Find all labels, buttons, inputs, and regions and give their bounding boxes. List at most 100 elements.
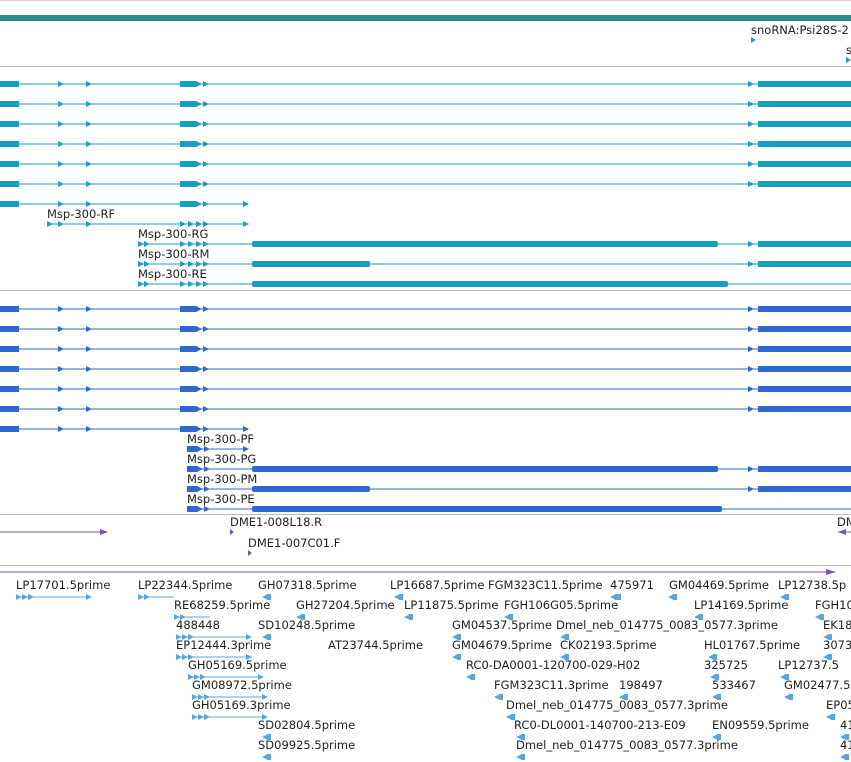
est-feature[interactable]: 198497 [619, 678, 663, 700]
est-feature[interactable]: Dmel_neb_014775_0083_0577.3prime [556, 618, 778, 640]
est-feature[interactable]: GH07318.5prime [258, 578, 357, 600]
exon-marker [748, 466, 754, 472]
est-feature[interactable]: RE68259.5prime [174, 598, 270, 620]
est-arrow [780, 674, 786, 680]
est-feature[interactable]: GM04679.5prime [452, 638, 552, 660]
transcript-row[interactable] [0, 101, 851, 107]
protein-row[interactable]: Msp-300-PM [187, 472, 851, 492]
est-feature[interactable]: 41 [840, 738, 851, 760]
est-feature[interactable]: GH27204.5prime [296, 598, 395, 620]
est-feature[interactable]: FGM323C11.5prime [488, 578, 619, 600]
transcript-track-protein: Msp-300-PF Msp-300-PG Msp-300-PM Msp-300-PE [0, 306, 851, 512]
exon-marker [86, 326, 92, 332]
protein-row[interactable] [0, 366, 851, 372]
exon-marker [86, 161, 92, 167]
est-feature[interactable]: 41 [840, 718, 851, 740]
est-feature[interactable]: LP12737.5 [778, 658, 839, 680]
exon-block [0, 141, 19, 147]
est-feature[interactable]: 3073 [823, 638, 851, 660]
est-arrow [262, 634, 268, 640]
est-feature[interactable]: FGM323C11.3prime [494, 678, 609, 700]
transcript-row[interactable]: Msp-300-RF [47, 207, 249, 227]
transcript-row[interactable] [0, 181, 851, 187]
est-feature[interactable]: EP05 [826, 698, 851, 720]
exon-block [187, 466, 197, 472]
est-feature[interactable]: GM04469.5prime [668, 578, 769, 600]
est-feature[interactable]: 533467 [712, 678, 756, 700]
est-label: 475971 [610, 578, 654, 592]
est-label: EK18 [823, 618, 851, 632]
est-arrow [826, 714, 832, 720]
est-feature[interactable]: AT23744.5prime [328, 638, 423, 652]
est-feature[interactable]: EN09559.5prime [712, 718, 809, 740]
est-arrow [404, 614, 410, 620]
transcript-row[interactable] [0, 161, 851, 167]
protein-row[interactable] [0, 326, 851, 332]
est-feature[interactable]: LP11875.5prime [404, 598, 498, 620]
est-feature[interactable]: LP14169.5prime [694, 598, 788, 620]
est-label: FGM323C11.3prime [494, 678, 609, 692]
est-feature[interactable]: GH05169.5prime [188, 658, 287, 680]
protein-row[interactable] [0, 386, 851, 392]
protein-row[interactable]: Msp-300-PF [187, 432, 254, 452]
est-feature[interactable]: LP22344.5prime [138, 578, 232, 600]
transcript-row[interactable]: Msp-300-RM [138, 247, 851, 267]
transcript-row[interactable] [0, 81, 851, 87]
exon-block [180, 181, 196, 187]
est-feature[interactable]: HL01767.5prime [704, 638, 800, 660]
protein-row[interactable] [0, 346, 851, 352]
protein-row[interactable] [0, 406, 851, 412]
est-track: LP17701.5prime LP22344.5prime GH07318.5pri… [16, 578, 851, 760]
est-feature[interactable]: SD09925.5prime [258, 738, 355, 760]
est-label: GM08972.5prime [192, 678, 292, 692]
est-feature[interactable]: SD10248.5prime [258, 618, 355, 640]
est-feature[interactable]: Dmel_neb_014775_0083_0577.3prime [516, 738, 738, 760]
transcript-row[interactable] [0, 141, 851, 147]
est-feature[interactable]: CK02193.5prime [560, 638, 657, 660]
est-feature[interactable]: EP12444.3prime [176, 638, 271, 660]
protein-row[interactable] [0, 426, 249, 432]
est-feature[interactable]: 325725 [704, 658, 748, 680]
exon-marker [748, 241, 754, 247]
exon-block [0, 81, 19, 87]
exon-marker [203, 161, 209, 167]
est-feature[interactable]: EK18 [823, 618, 851, 640]
exon-marker [86, 406, 92, 412]
est-arrow [712, 694, 718, 700]
transcript-row[interactable]: Msp-300-RG [138, 227, 851, 247]
snorna-feature[interactable] [846, 57, 851, 63]
est-feature[interactable]: 488448 [176, 618, 252, 640]
est-feature[interactable]: GM02477.5 [784, 678, 850, 700]
exon-marker [180, 241, 186, 247]
est-label: RC0-DL0001-140700-213-E09 [514, 718, 686, 732]
transcript-row[interactable] [0, 121, 851, 127]
est-feature[interactable]: 475971 [610, 578, 654, 600]
est-arrow [840, 734, 846, 740]
est-feature[interactable]: FGH106G05.5prime [504, 598, 618, 620]
snorna-label: s [846, 43, 851, 57]
protein-row[interactable]: Msp-300-PG [187, 452, 851, 472]
exon-block [758, 241, 851, 247]
est-feature[interactable]: SD02804.5prime [258, 718, 355, 740]
est-feature[interactable]: LP16687.5prime [390, 578, 484, 600]
est-label: GH05169.5prime [188, 658, 287, 672]
est-feature[interactable]: RC0-DL0001-140700-213-E09 [514, 718, 686, 740]
genomic-clone-label: DME1-008L18.R [230, 515, 322, 529]
est-feature[interactable]: GM04537.5prime [452, 618, 552, 640]
protein-row[interactable]: Msp-300-PE [187, 492, 851, 512]
est-arrow [710, 674, 716, 680]
est-feature[interactable]: LP17701.5prime [16, 578, 110, 600]
transcript-row[interactable] [0, 201, 249, 207]
est-feature[interactable]: GH05169.3prime [192, 698, 291, 720]
exon-block [0, 426, 19, 432]
est-feature[interactable]: FGH10 [815, 598, 851, 620]
exon-marker [748, 326, 754, 332]
snorna-feature[interactable] [751, 37, 756, 43]
transcript-row[interactable]: Msp-300-RE [138, 267, 851, 287]
est-feature[interactable]: GM08972.5prime [192, 678, 292, 700]
protein-row[interactable] [0, 306, 851, 312]
exon-block [758, 486, 851, 492]
est-feature[interactable]: LP12738.5p [778, 578, 846, 600]
est-feature[interactable]: Dmel_neb_014775_0083_0577.3prime [506, 698, 728, 720]
est-feature[interactable]: RC0-DA0001-120700-029-H02 [466, 658, 640, 680]
